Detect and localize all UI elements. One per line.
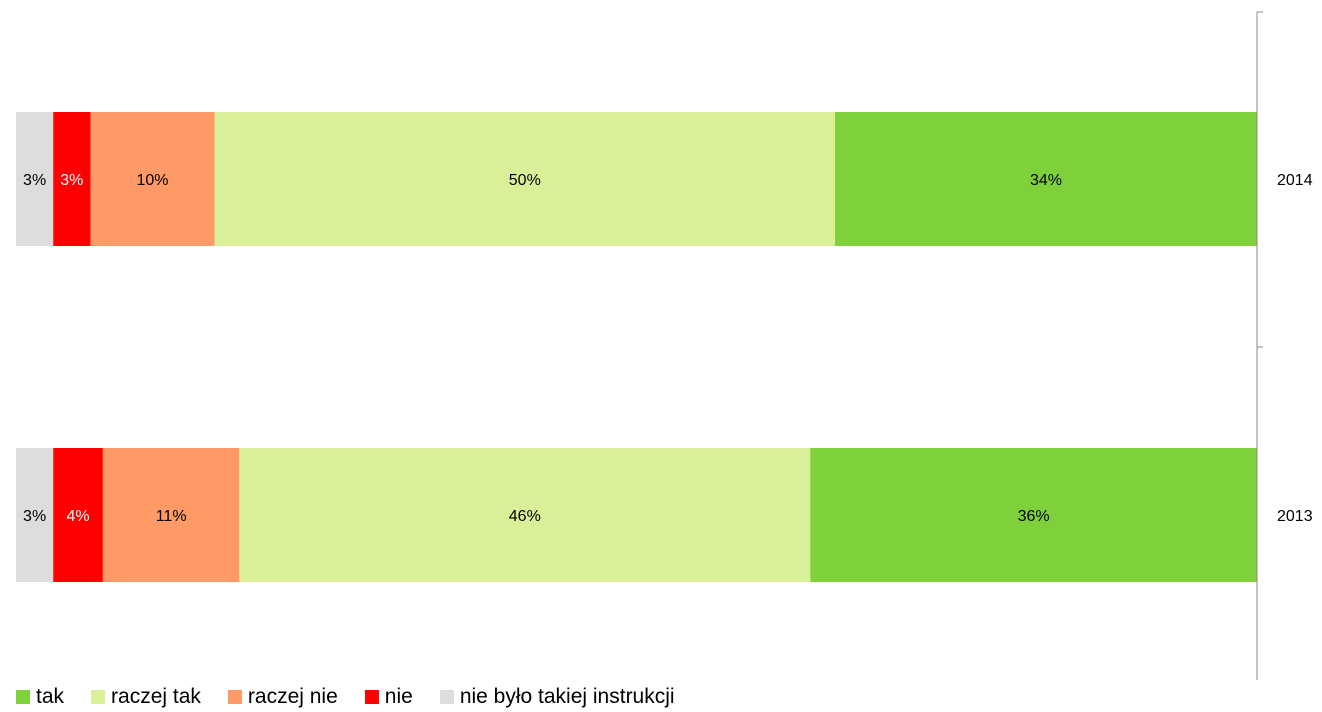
- category-label-2013: 2013: [1277, 508, 1313, 525]
- bar-segment-2013-4: [810, 448, 1257, 582]
- data-label-2013-4: 36%: [1018, 508, 1050, 525]
- data-label-2014-3: 50%: [509, 172, 541, 189]
- legend-item: raczej tak: [91, 685, 201, 709]
- legend-item: raczej nie: [227, 685, 338, 709]
- legend-swatch: [439, 690, 454, 704]
- legend-item: tak: [16, 685, 64, 709]
- bar-segment-2014-3: [214, 112, 836, 246]
- data-label-2014-4: 34%: [1030, 172, 1062, 189]
- legend-label: raczej tak: [111, 685, 201, 708]
- bar-segment-2014-2: [90, 112, 215, 246]
- legend-item: nie było takiej instrukcji: [439, 685, 675, 709]
- bar-segment-2013-3: [239, 448, 811, 582]
- data-label-2013-3: 46%: [509, 508, 541, 525]
- stacked-bar-chart: 3% 3% 10% 50% 34% 3% 4% 11% 46% 36% 2014 2013: [16, 11, 1313, 680]
- bar-segment-2013-1: [53, 448, 103, 582]
- legend-label: nie: [384, 685, 413, 708]
- data-label-2013-1: 4%: [66, 508, 89, 525]
- legend-label: tak: [36, 685, 65, 708]
- data-label-2013-0: 3%: [23, 508, 46, 525]
- legend-swatch: [364, 690, 379, 704]
- category-label-2014: 2014: [1277, 172, 1313, 189]
- data-label-2013-2: 11%: [156, 508, 187, 525]
- bar-segment-2014-0: [16, 112, 54, 246]
- legend-swatch: [227, 690, 242, 704]
- data-label-2014-1: 3%: [60, 172, 83, 189]
- legend-label: nie było takiej instrukcji: [459, 685, 675, 708]
- bar-segment-2013-0: [16, 448, 54, 582]
- legend-swatch: [16, 690, 30, 704]
- legend-item: nie: [364, 685, 413, 709]
- data-label-2014-0: 3%: [23, 172, 46, 189]
- bar-segment-2014-1: [53, 112, 91, 246]
- legend-swatch: [91, 690, 106, 704]
- bar-segment-2013-2: [102, 448, 240, 582]
- legend: tak raczej tak raczej nie nie nie było takie…: [16, 682, 702, 712]
- data-label-2014-2: 10%: [136, 172, 168, 189]
- bar-segment-2014-4: [835, 112, 1257, 246]
- legend-label: raczej nie: [247, 685, 338, 708]
